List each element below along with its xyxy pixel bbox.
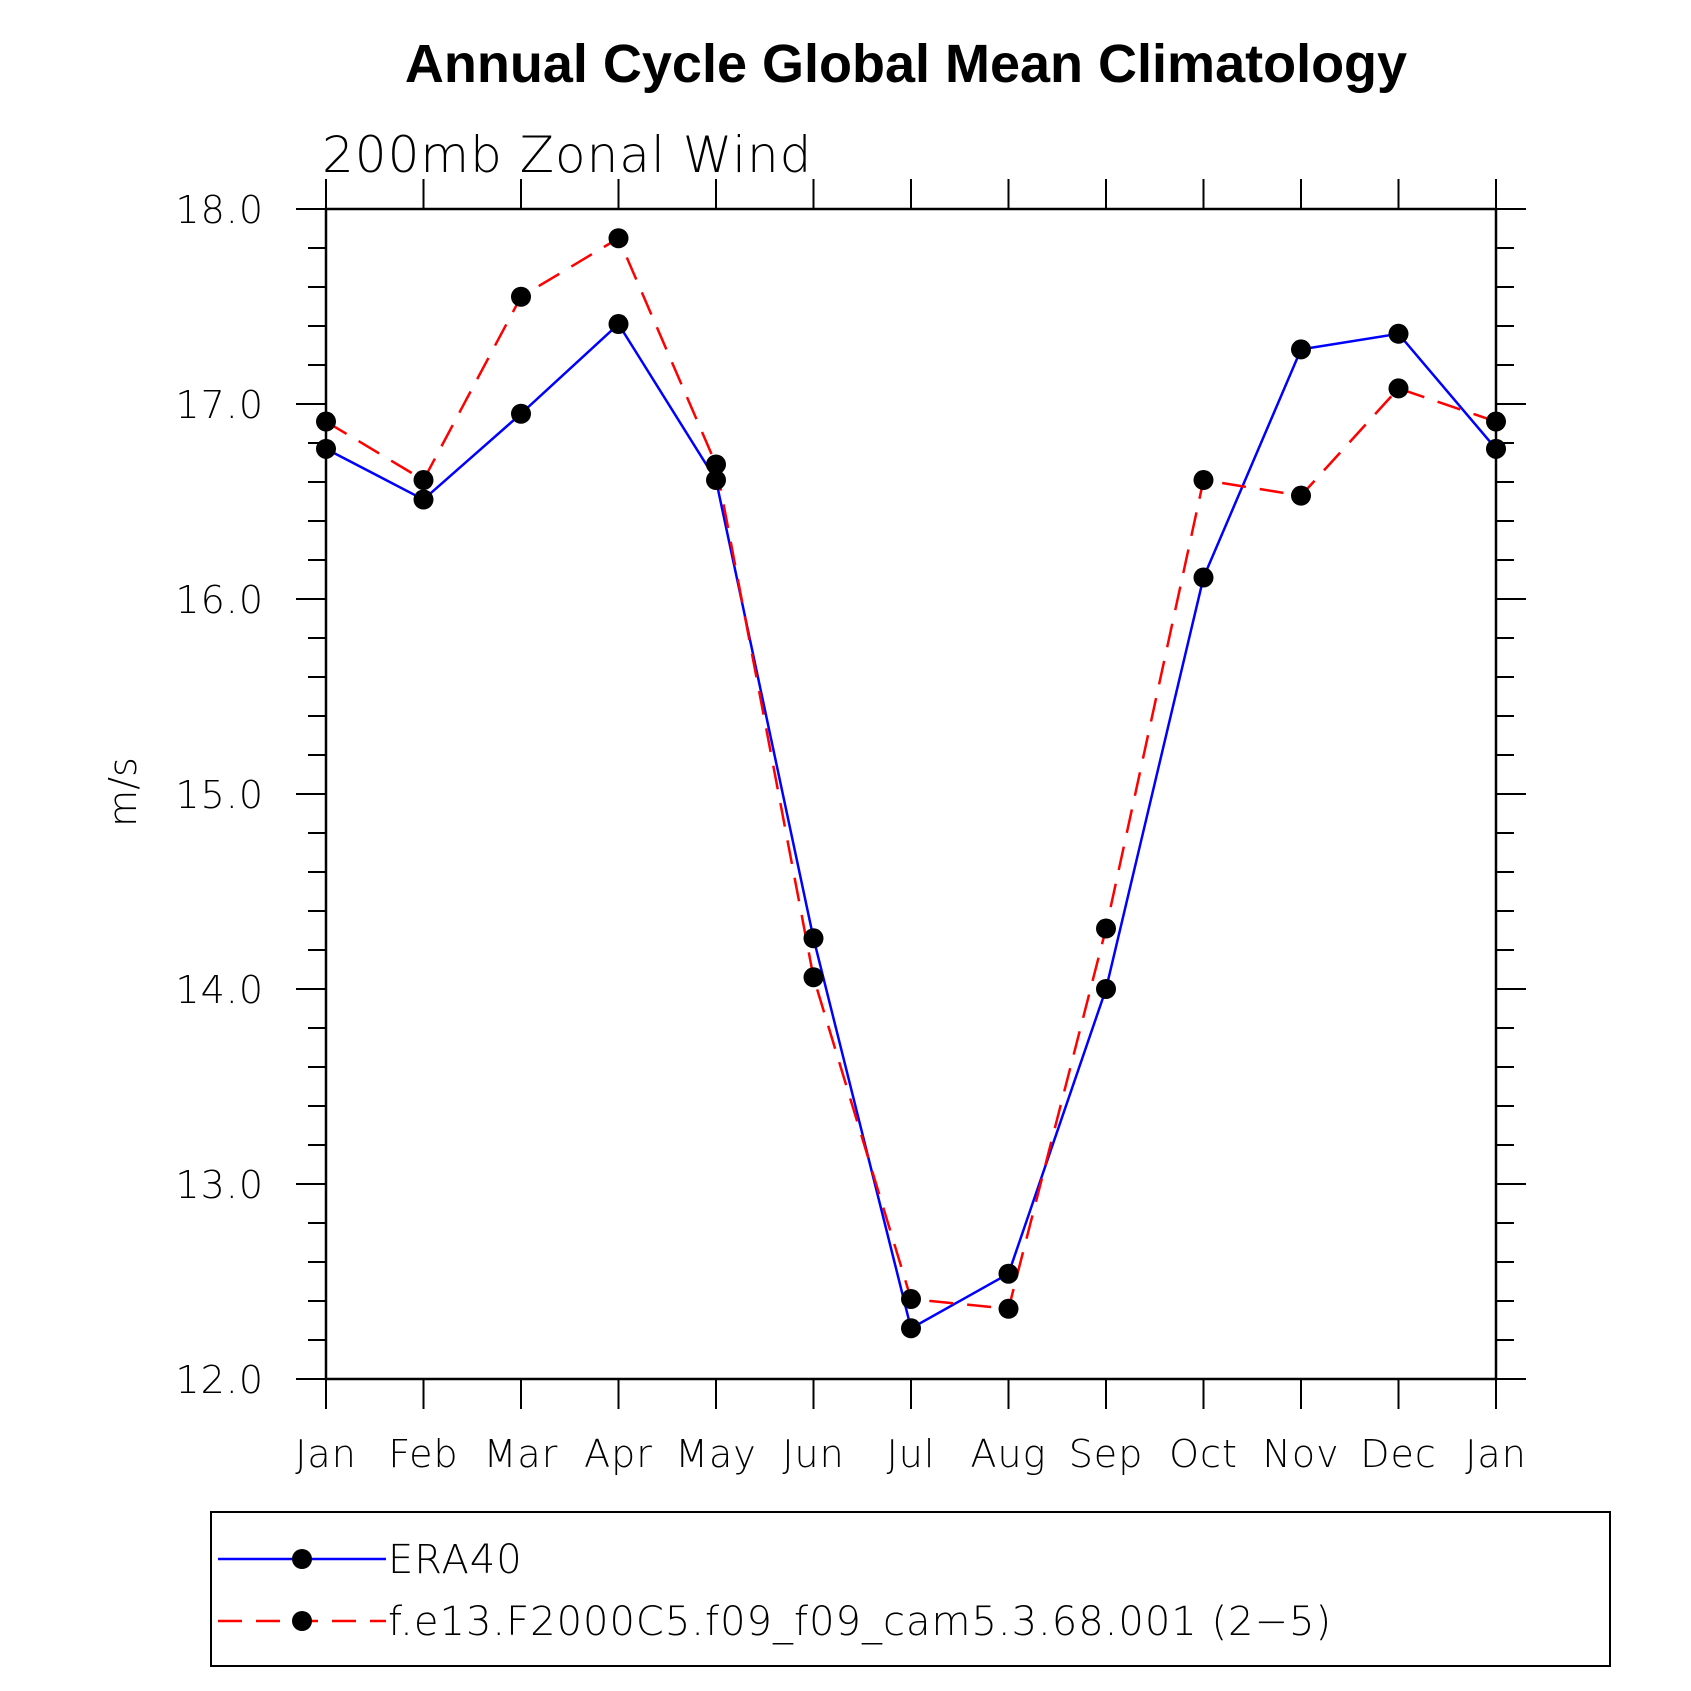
legend-items: ERA40 f.e13.F2000C5.f09_f09_cam5.3.68.001… [218,1537,1332,1645]
legend-box [210,1511,1611,1667]
data-point [1193,470,1214,491]
data-point [1096,979,1116,999]
series-markers-1 [316,228,1506,1319]
x-tick-label: Oct [1169,1432,1238,1476]
y-axis-label: m/s [101,757,145,827]
y-tick-label: 15.0 [175,773,264,817]
x-tick-label: Dec [1360,1432,1437,1476]
data-point [413,489,434,510]
data-point [1096,918,1116,939]
data-point [316,438,336,459]
x-tick-label: Jun [782,1432,844,1476]
y-tick-label: 13.0 [175,1163,264,1207]
data-point [608,314,629,335]
legend: ERA40 f.e13.F2000C5.f09_f09_cam5.3.68.001… [210,1511,1611,1667]
x-tick-label: Aug [971,1432,1047,1476]
series-line [325,322,1497,1331]
axes [324,207,1498,1381]
data-point [1193,567,1214,588]
legend-marker [292,1549,312,1569]
y-tick-label: 14.0 [175,968,264,1012]
legend-marker [292,1611,312,1631]
y-tick-label: 12.0 [175,1358,264,1402]
data-point [1388,323,1409,344]
x-tick-label: Feb [388,1432,458,1476]
y-tick-label: 18.0 [175,188,264,232]
chart-subtitle: 200mb Zonal Wind [322,126,812,184]
y-tick-label: 16.0 [175,578,264,622]
data-point [803,928,824,949]
data-point [803,967,824,988]
data-point [1291,485,1311,506]
data-point [511,403,531,424]
data-point [1486,411,1506,432]
data-point [511,286,531,307]
x-tick-label: Nov [1262,1432,1339,1476]
data-point [998,1263,1019,1284]
data-point [706,470,726,491]
x-tick-label: May [675,1432,757,1476]
legend-label: f.e13.F2000C5.f09_f09_cam5.3.68.001 (2−5… [388,1599,1332,1645]
data-point [413,470,434,491]
x-tick-label: Mar [484,1432,559,1476]
series-markers-0 [316,314,1506,1339]
data-point [1486,438,1506,459]
data-point [608,228,629,249]
x-tick-label: Jan [295,1432,357,1476]
data-point [706,454,726,475]
data-point [901,1289,921,1310]
x-tick-label: Sep [1069,1432,1144,1476]
series-1 [325,236,1497,1311]
data-point [901,1318,921,1339]
data-point [316,411,336,432]
chart-title: Annual Cycle Global Mean Climatology [405,34,1407,94]
legend-label: ERA40 [388,1537,523,1583]
x-tick-label: Apr [584,1432,653,1476]
y-axis-ticks: 12.0 13.0 14.0 15.0 16.0 17.0 18.0 [175,188,1526,1402]
x-tick-label: Jan [1465,1432,1527,1476]
x-axis-ticks: Jan Feb Mar Apr May Jun Jul Aug Sep Oct Nov Dec Jan [295,179,1527,1476]
data-point [1388,378,1409,399]
plot-frame [324,207,1498,1381]
series-line [325,236,1497,1311]
data-point [998,1298,1019,1319]
series-layer [316,228,1506,1339]
x-tick-label: Jul [887,1432,936,1476]
data-point [1291,339,1311,360]
series-0 [325,322,1497,1331]
y-tick-label: 17.0 [175,383,264,427]
